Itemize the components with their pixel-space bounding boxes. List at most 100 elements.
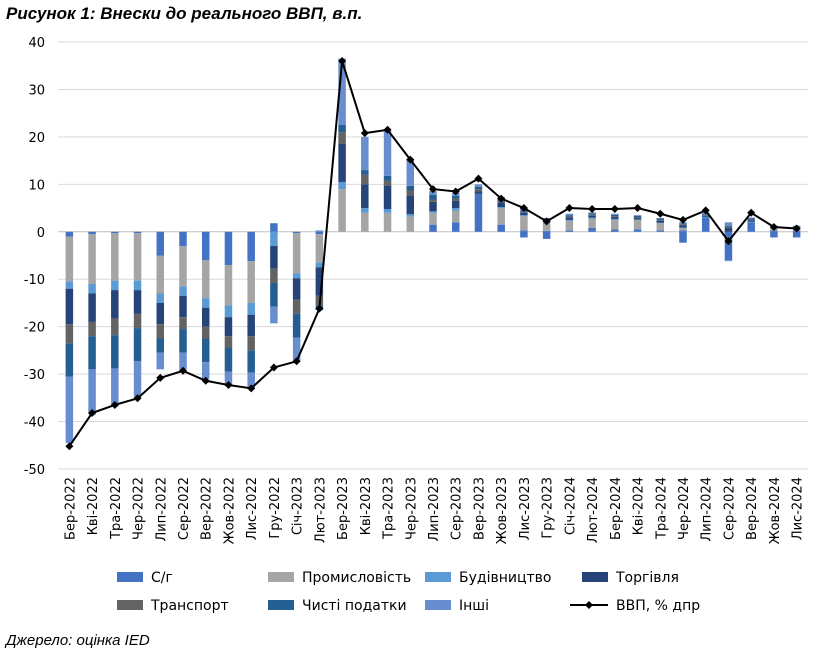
bar-segment bbox=[520, 211, 528, 213]
gdp-marker bbox=[179, 366, 187, 375]
bar-segment bbox=[111, 290, 119, 319]
bar-segment bbox=[429, 199, 437, 202]
bar-segment bbox=[565, 218, 574, 220]
bar-segment bbox=[156, 231, 165, 256]
bar-segment bbox=[156, 324, 165, 339]
bar-segment bbox=[770, 231, 778, 238]
bar-segment bbox=[565, 230, 574, 232]
legend-swatch bbox=[268, 572, 294, 582]
bar-segment bbox=[633, 217, 642, 219]
bar-segment bbox=[65, 236, 74, 282]
bar-segment bbox=[406, 195, 415, 215]
bar-segment bbox=[724, 231, 733, 242]
bar-segment bbox=[520, 212, 528, 216]
bar-segment bbox=[451, 222, 460, 232]
bar-segment bbox=[65, 324, 74, 344]
x-tick-label: Лют-2024 bbox=[586, 477, 601, 543]
bar-segment bbox=[747, 217, 755, 219]
legend: С/г Промисловість Будівництво Торгівля Транс… bbox=[117, 570, 700, 614]
bar-segment bbox=[224, 348, 233, 372]
bar-segment bbox=[792, 231, 801, 238]
bar-segment bbox=[224, 317, 233, 337]
x-tick-label: Вер-2022 bbox=[200, 477, 215, 540]
bar-segment bbox=[633, 219, 642, 230]
bar-segment bbox=[406, 216, 415, 232]
bar-segment bbox=[747, 222, 755, 232]
bar-segment bbox=[315, 231, 324, 235]
bar-segment bbox=[633, 229, 642, 232]
bar-segment bbox=[247, 314, 255, 337]
bar-segment bbox=[656, 223, 665, 231]
legend-label: С/г bbox=[151, 570, 173, 586]
bar-segment bbox=[747, 218, 755, 220]
bar-segment bbox=[429, 211, 437, 213]
bar-segment bbox=[88, 321, 96, 337]
bar-segment bbox=[361, 208, 369, 213]
bar-segment bbox=[383, 212, 392, 232]
y-tick-label: -50 bbox=[24, 463, 45, 478]
bar-segment bbox=[679, 227, 687, 229]
bar-segment bbox=[156, 302, 165, 325]
bar-segment bbox=[611, 214, 619, 217]
x-tick-label: Кві-2024 bbox=[632, 477, 647, 535]
bar-segment bbox=[133, 361, 142, 397]
bar-segment bbox=[679, 224, 687, 226]
bar-segment bbox=[565, 213, 574, 216]
y-tick-label: 20 bbox=[28, 131, 45, 146]
x-tick-label: Бер-2022 bbox=[63, 477, 78, 540]
bar-segment bbox=[588, 217, 596, 219]
bar-segment bbox=[520, 231, 528, 238]
bar-segment bbox=[247, 231, 255, 262]
bar-segment bbox=[315, 262, 324, 268]
legend-swatch bbox=[425, 600, 451, 610]
bar-segment bbox=[588, 215, 596, 218]
legend-label: ВВП, % дпр bbox=[616, 598, 700, 614]
bar-segment bbox=[497, 224, 505, 232]
gdp-marker bbox=[110, 400, 119, 409]
x-tick-label: Тра-2023 bbox=[382, 477, 397, 540]
bar-segment bbox=[429, 224, 437, 232]
bar-segment bbox=[201, 231, 210, 261]
legend-label: Промисловість bbox=[302, 570, 411, 586]
bar-segment bbox=[247, 350, 255, 373]
gdp-marker bbox=[565, 204, 574, 213]
bar-segment bbox=[611, 216, 619, 218]
bar-segment bbox=[270, 223, 278, 232]
bar-segment bbox=[65, 288, 74, 325]
bar-segment bbox=[701, 215, 710, 217]
bar-segment bbox=[451, 200, 460, 209]
bar-segment bbox=[65, 343, 74, 377]
gdp-marker bbox=[633, 204, 642, 213]
bar-segment bbox=[383, 175, 392, 181]
gdp-marker bbox=[656, 209, 665, 218]
bar-segment bbox=[770, 230, 778, 232]
bar-segment bbox=[724, 241, 733, 261]
gdp-marker bbox=[201, 376, 210, 385]
bar-segment bbox=[201, 260, 210, 299]
bar-segment bbox=[88, 336, 96, 370]
bar-segment bbox=[270, 283, 278, 307]
bar-segment bbox=[701, 217, 710, 218]
y-tick-label: 10 bbox=[28, 178, 45, 193]
bar-segment bbox=[247, 372, 255, 390]
bar-segment bbox=[588, 218, 596, 228]
bar-segment bbox=[133, 231, 142, 234]
source-note: Джерело: оцінка IED bbox=[6, 632, 150, 649]
y-tick-label: 0 bbox=[37, 226, 45, 241]
gdp-marker bbox=[338, 56, 347, 65]
bar-segment bbox=[156, 255, 165, 294]
legend-label: Будівництво bbox=[459, 570, 551, 586]
bar-segment bbox=[724, 226, 733, 228]
bar-segment bbox=[224, 305, 233, 318]
x-tick-label: Тра-2022 bbox=[109, 477, 124, 540]
bar-segment bbox=[361, 136, 369, 171]
bar-segment bbox=[133, 233, 142, 281]
bar-segment bbox=[179, 231, 187, 247]
y-tick-label: 30 bbox=[28, 83, 45, 98]
legend-label: Чисті податки bbox=[302, 598, 407, 614]
chart-title: Рисунок 1: Внески до реального ВВП, в.п. bbox=[6, 4, 363, 23]
bar-segment bbox=[497, 202, 505, 208]
bar-segment bbox=[179, 286, 187, 296]
bar-segment bbox=[406, 214, 415, 217]
bar-segment bbox=[451, 210, 460, 223]
